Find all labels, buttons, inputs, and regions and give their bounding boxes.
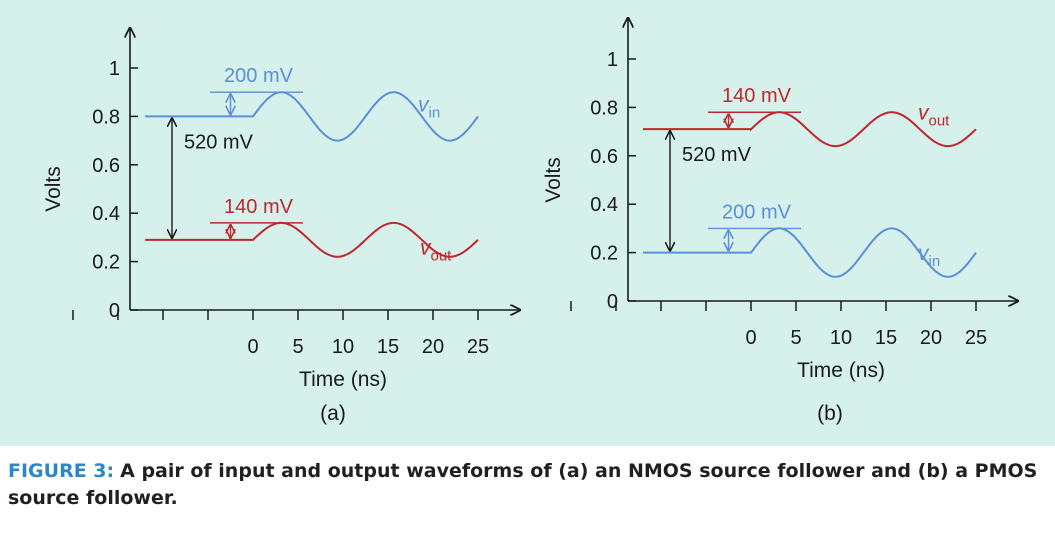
panel-a-out-line — [145, 221, 479, 258]
panel-b-out-label-symbol: v — [918, 102, 930, 125]
panel-a-y-tick-label: 0.8 — [92, 106, 120, 128]
panel-b-in-label: vin — [918, 242, 940, 270]
panel-b-x-tick-label: 10 — [830, 327, 852, 349]
panel-a-out-label: vout — [420, 236, 452, 264]
panel-a-x-tick-label: 25 — [467, 336, 489, 358]
panel-b-in-label-symbol: v — [918, 242, 930, 265]
panel-a-x-tick-label: 10 — [332, 336, 354, 358]
panel-a-x-tick-label: 20 — [422, 336, 444, 358]
panel-b-y-tick-label: 1 — [607, 49, 618, 71]
panel-b-out-label: vout — [918, 102, 950, 130]
figure-caption: FIGURE 3: A pair of input and output wave… — [8, 458, 1048, 512]
panel-b-x-tick-label: 25 — [965, 327, 987, 349]
panel-a-y-tick-label: 0.4 — [92, 203, 120, 225]
panel-b-y-tick-label: 0.8 — [590, 97, 618, 119]
panel-a-x-tick-label: 15 — [377, 336, 399, 358]
panel-a-y-tick-label: 0.2 — [92, 252, 120, 274]
panel-b-in-label-subscript: in — [929, 253, 941, 270]
panel-b-x-axis-title: Time (ns) — [797, 359, 885, 382]
panel-a-out-label-subscript: out — [431, 247, 453, 264]
panel-a-x-tick-label: 5 — [292, 336, 303, 358]
panel-a-in-label-subscript: in — [429, 105, 441, 122]
panel-a-out-swing-label: 140 mV — [224, 196, 294, 218]
panel-a-out-label-symbol: v — [420, 236, 432, 259]
panel-b-y-tick-label: 0.6 — [590, 146, 618, 168]
panel-a-in-label: vin — [418, 94, 440, 122]
panel-a-dc-shift-label: 520 mV — [184, 131, 254, 153]
panel-b-x-tick-label: 20 — [920, 327, 942, 349]
panel-b-y-tick-label: 0.4 — [590, 194, 618, 216]
panel-a-label: (a) — [320, 402, 346, 425]
panel-b-y-tick-label: 0.2 — [590, 243, 618, 265]
figure-panel: 0 0.2 0.4 0.6 0.8 1 0 5 10 15 20 25 Time (ns) Volts (a… — [0, 0, 1055, 446]
panel-b-x-tick-label: 0 — [745, 327, 756, 349]
panel-a-y-tick-label: 0.6 — [92, 155, 120, 177]
caption-text: A pair of input and output waveforms of … — [8, 460, 1038, 509]
caption-label: FIGURE 3: — [8, 460, 115, 482]
panel-b-in-line — [643, 227, 977, 278]
panel-a-y-tick-label: 1 — [109, 58, 120, 80]
panel-b-out-swing-label: 140 mV — [722, 85, 792, 107]
panel-b-out-line — [643, 111, 977, 148]
panel-a-x-tick-label: 0 — [247, 336, 258, 358]
panel-a-in-line — [145, 91, 479, 142]
panel-b-label: (b) — [817, 402, 843, 425]
panel-b-y-axis-title: Volts — [542, 157, 565, 203]
panel-b-dc-shift-label: 520 mV — [682, 144, 752, 166]
panel-a-in-label-symbol: v — [418, 94, 430, 117]
panel-b-x-tick-label: 15 — [875, 327, 897, 349]
panel-a-x-axis-title: Time (ns) — [299, 368, 387, 391]
panel-b-in-swing-label: 200 mV — [722, 201, 792, 223]
panel-b-x-tick-label: 5 — [790, 327, 801, 349]
panel-b-y-tick-label: 0 — [607, 291, 618, 313]
panel-b-out-label-subscript: out — [929, 113, 951, 130]
panel-a-in-swing-label: 200 mV — [224, 65, 294, 87]
panel-a-y-axis-title: Volts — [42, 166, 65, 212]
panel-a-y-tick-label: 0 — [109, 300, 120, 322]
